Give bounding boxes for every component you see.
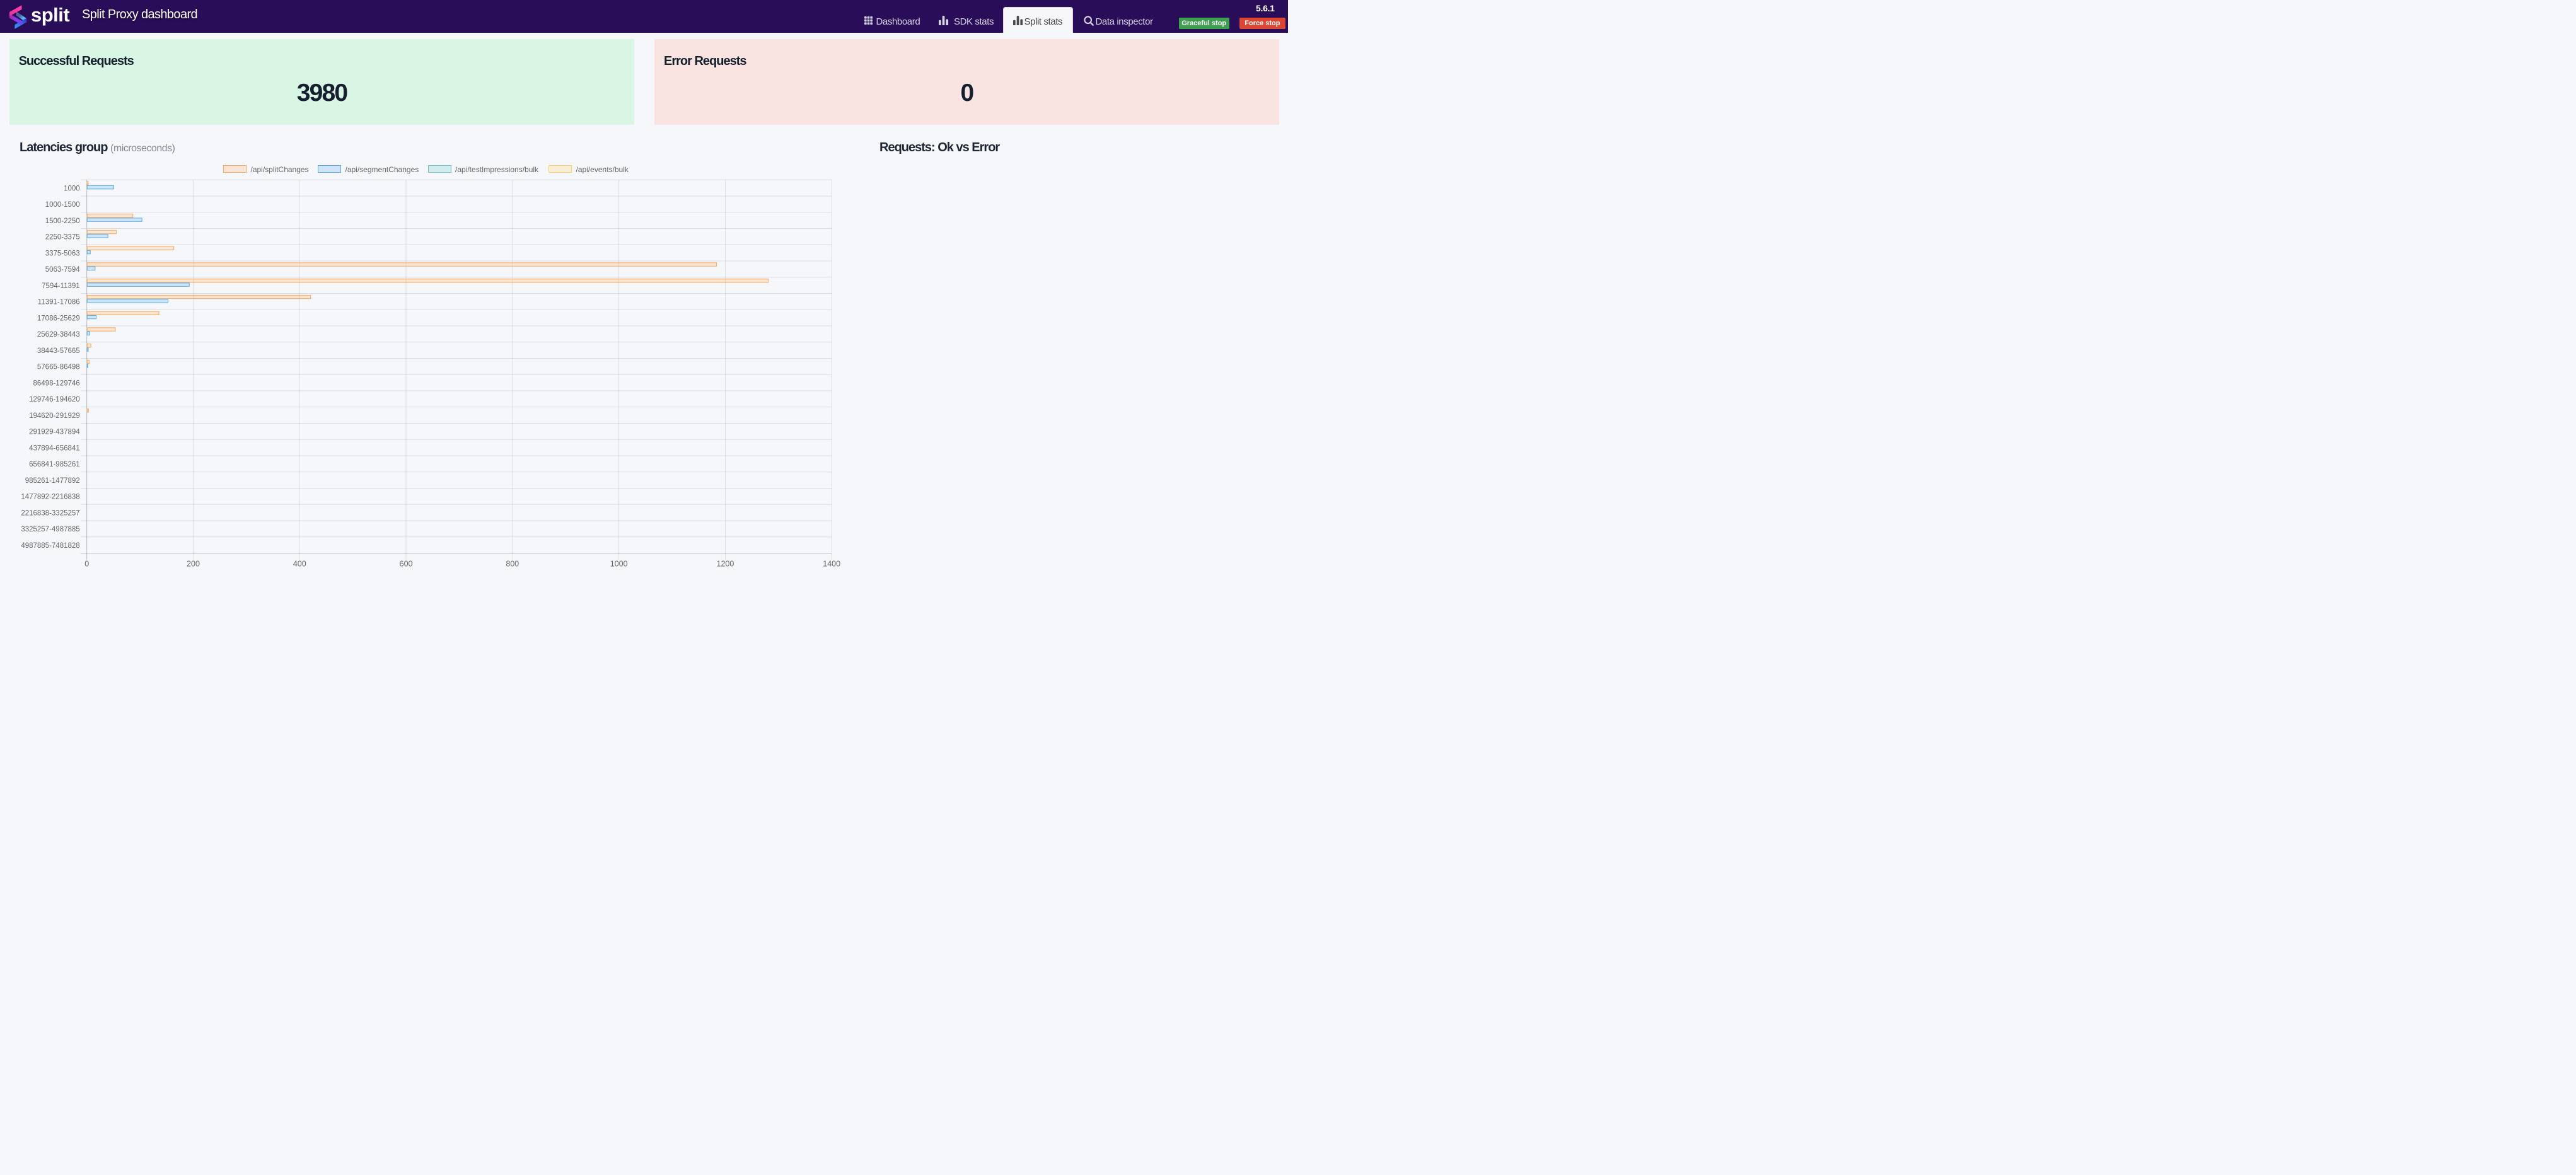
- svg-text:437894-656841: 437894-656841: [29, 444, 80, 452]
- svg-text:1200: 1200: [717, 560, 734, 569]
- svg-text:985261-1477892: 985261-1477892: [25, 477, 80, 485]
- svg-text:656841-985261: 656841-985261: [29, 461, 80, 468]
- svg-text:2216838-3325257: 2216838-3325257: [21, 509, 79, 517]
- svg-text:3375-5063: 3375-5063: [45, 250, 80, 257]
- svg-text:1477892-2216838: 1477892-2216838: [21, 494, 79, 501]
- svg-text:1000: 1000: [610, 560, 628, 569]
- svg-text:0: 0: [84, 560, 89, 569]
- svg-text:57665-86498: 57665-86498: [37, 364, 80, 371]
- svg-text:1000: 1000: [64, 185, 80, 192]
- svg-text:1500-2250: 1500-2250: [45, 217, 80, 225]
- svg-text:86498-129746: 86498-129746: [33, 379, 80, 387]
- svg-text:4987885-7481828: 4987885-7481828: [21, 542, 79, 550]
- svg-text:800: 800: [506, 560, 519, 569]
- svg-text:1400: 1400: [823, 560, 840, 569]
- svg-text:2250-3375: 2250-3375: [45, 234, 80, 241]
- svg-text:38443-57665: 38443-57665: [37, 347, 80, 355]
- svg-text:1000-1500: 1000-1500: [45, 201, 80, 209]
- svg-text:400: 400: [293, 560, 306, 569]
- svg-text:5063-7594: 5063-7594: [45, 266, 81, 274]
- svg-text:25629-38443: 25629-38443: [37, 331, 80, 339]
- svg-text:194620-291929: 194620-291929: [29, 412, 80, 420]
- svg-text:291929-437894: 291929-437894: [29, 429, 80, 436]
- svg-text:11391-17086: 11391-17086: [38, 299, 80, 306]
- svg-text:7594-11391: 7594-11391: [42, 282, 80, 290]
- svg-text:17086-25629: 17086-25629: [37, 315, 80, 322]
- svg-text:200: 200: [187, 560, 200, 569]
- svg-text:3325257-4987885: 3325257-4987885: [21, 526, 79, 533]
- svg-text:129746-194620: 129746-194620: [29, 396, 80, 403]
- svg-text:600: 600: [400, 560, 413, 569]
